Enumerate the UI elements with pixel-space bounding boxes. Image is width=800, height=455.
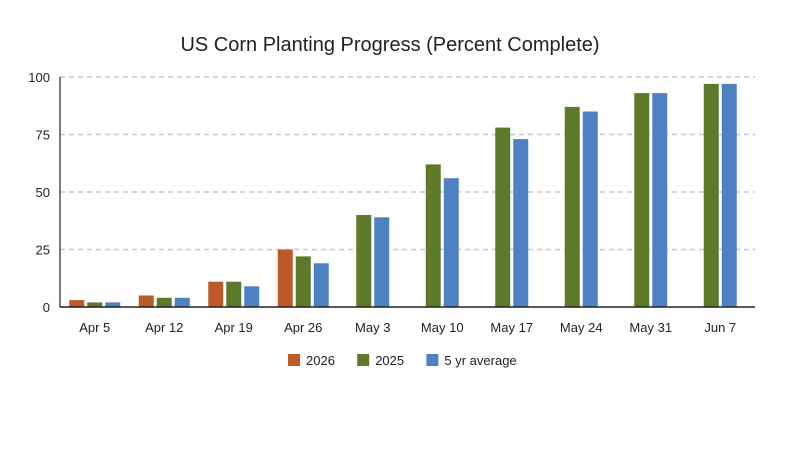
bar-2025-may-10 bbox=[425, 164, 441, 307]
bar-5-yr-average-may-24 bbox=[582, 111, 598, 307]
bar-5-yr-average-apr-12 bbox=[174, 297, 190, 307]
x-tick-label: May 10 bbox=[421, 320, 464, 335]
x-tick-label: May 3 bbox=[355, 320, 390, 335]
bar-2025-apr-26 bbox=[295, 256, 311, 307]
y-tick-label: 25 bbox=[36, 243, 50, 258]
legend-swatch bbox=[288, 354, 300, 366]
x-tick-label: May 17 bbox=[490, 320, 533, 335]
bar-2026-apr-26 bbox=[277, 249, 293, 307]
legend-label: 5 yr average bbox=[444, 353, 516, 368]
y-tick-label: 0 bbox=[43, 300, 50, 315]
legend-label: 2025 bbox=[375, 353, 404, 368]
x-tick-label: May 31 bbox=[629, 320, 672, 335]
x-tick-label: Apr 5 bbox=[79, 320, 110, 335]
chart-title: US Corn Planting Progress (Percent Compl… bbox=[180, 34, 599, 56]
bar-2025-may-3 bbox=[356, 215, 372, 307]
bar-5-yr-average-may-31 bbox=[652, 93, 668, 307]
x-tick-label: Apr 19 bbox=[215, 320, 253, 335]
y-tick-label: 50 bbox=[36, 185, 50, 200]
legend-label: 2026 bbox=[306, 353, 335, 368]
bar-2025-may-31 bbox=[634, 93, 650, 307]
bar-2026-apr-19 bbox=[208, 281, 224, 307]
bar-2025-apr-5 bbox=[87, 302, 103, 307]
bar-5-yr-average-apr-19 bbox=[244, 286, 260, 307]
bar-5-yr-average-apr-5 bbox=[105, 302, 121, 307]
x-tick-label: May 24 bbox=[560, 320, 603, 335]
x-tick-label: Jun 7 bbox=[704, 320, 736, 335]
x-tick-label: Apr 12 bbox=[145, 320, 183, 335]
bar-5-yr-average-may-3 bbox=[374, 217, 390, 307]
bar-5-yr-average-apr-26 bbox=[313, 263, 329, 307]
bar-2025-apr-19 bbox=[226, 281, 242, 307]
bar-2025-may-24 bbox=[564, 106, 580, 308]
legend-swatch bbox=[426, 354, 439, 366]
bar-2025-jun-7 bbox=[703, 83, 719, 308]
y-tick-label: 75 bbox=[36, 128, 50, 143]
bar-2026-apr-12 bbox=[138, 295, 154, 307]
bar-2026-apr-5 bbox=[69, 300, 85, 307]
legend-swatch bbox=[357, 354, 370, 366]
bar-2025-apr-12 bbox=[156, 297, 172, 307]
y-tick-label: 100 bbox=[28, 70, 50, 85]
bar-5-yr-average-jun-7 bbox=[721, 83, 737, 308]
bar-5-yr-average-may-10 bbox=[443, 178, 459, 307]
bar-2025-may-17 bbox=[495, 127, 511, 307]
bar-5-yr-average-may-17 bbox=[513, 139, 529, 307]
x-tick-label: Apr 26 bbox=[284, 320, 322, 335]
